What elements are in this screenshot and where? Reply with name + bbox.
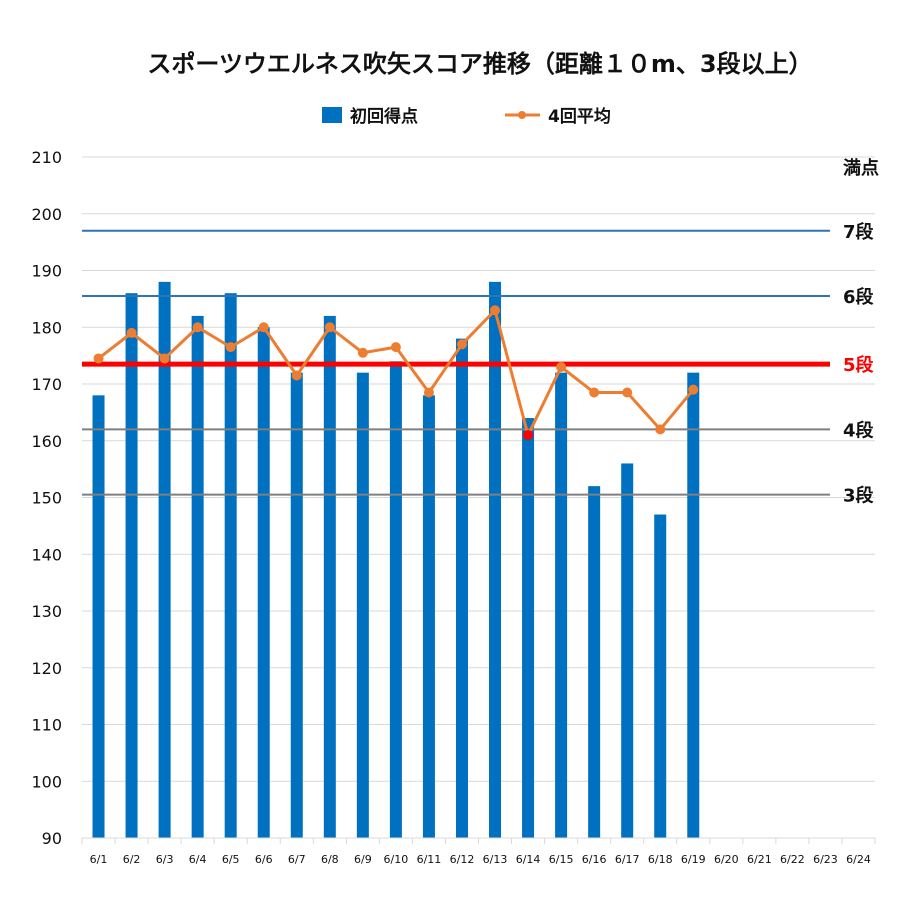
reference-label: 7段 <box>843 221 875 243</box>
x-tick-label: 6/20 <box>714 853 739 866</box>
x-tick-label: 6/11 <box>417 853 442 866</box>
x-tick-label: 6/8 <box>321 853 339 866</box>
line-point <box>159 353 170 364</box>
line-point <box>126 327 137 338</box>
bar <box>455 338 468 838</box>
reference-label: 満点 <box>843 157 879 179</box>
y-tick-label: 140 <box>31 545 62 564</box>
x-axis: 6/1 6/2 6/3 6/4 6/5 6/6 6/7 6/8 6/9 6/10 6/11 6/12 6… <box>81 837 876 866</box>
bar <box>654 514 667 838</box>
bar <box>588 486 601 838</box>
x-tick-label: 6/24 <box>846 853 871 866</box>
legend: 初回得点 4回平均 <box>322 106 611 127</box>
y-tick-label: 200 <box>31 205 62 224</box>
x-tick-label: 6/15 <box>549 853 574 866</box>
bar <box>224 293 237 838</box>
x-tick-label: 6/16 <box>582 853 607 866</box>
bar <box>489 281 502 839</box>
x-tick-label: 6/7 <box>288 853 306 866</box>
legend-bar-swatch <box>322 107 342 123</box>
y-tick-label: 150 <box>31 489 62 508</box>
x-tick-label: 6/10 <box>384 853 409 866</box>
line-point <box>556 361 567 372</box>
line-point <box>490 305 501 316</box>
line-series <box>93 305 699 441</box>
line-point <box>655 424 666 435</box>
bar <box>356 372 369 838</box>
bar <box>522 418 535 838</box>
bar <box>290 372 303 838</box>
reference-lines <box>82 229 830 496</box>
bar <box>92 395 105 838</box>
bar <box>422 395 435 838</box>
chart-title: スポーツウエルネス吹矢スコア推移（距離１０m、3段以上） <box>147 50 812 78</box>
legend-line-label: 4回平均 <box>548 106 611 127</box>
y-tick-label: 90 <box>42 829 62 848</box>
grid-lines <box>82 156 875 839</box>
y-tick-label: 130 <box>31 602 62 621</box>
y-tick-label: 210 <box>31 148 62 167</box>
bar <box>257 327 270 838</box>
x-tick-label: 6/4 <box>189 853 207 866</box>
line-point <box>423 387 434 398</box>
line-point <box>357 347 368 358</box>
bar <box>158 281 171 839</box>
y-tick-label: 170 <box>31 375 62 394</box>
x-tick-label: 6/13 <box>483 853 508 866</box>
line-point <box>589 387 600 398</box>
line-point <box>688 384 699 395</box>
bar <box>389 361 402 838</box>
y-tick-label: 180 <box>31 318 62 337</box>
bar <box>191 315 204 838</box>
x-tick-label: 6/6 <box>255 853 273 866</box>
bar <box>555 372 568 838</box>
line-point <box>93 353 104 364</box>
legend-line-marker <box>518 111 526 119</box>
x-tick-label: 6/1 <box>90 853 108 866</box>
legend-bar-label: 初回得点 <box>350 106 418 127</box>
y-tick-label: 190 <box>31 262 62 281</box>
y-tick-label: 160 <box>31 432 62 451</box>
x-tick-label: 6/19 <box>681 853 706 866</box>
y-tick-label: 100 <box>31 772 62 791</box>
x-tick-label: 6/22 <box>780 853 805 866</box>
bar <box>687 372 700 838</box>
y-tick-label: 120 <box>31 659 62 678</box>
line-point <box>225 342 236 353</box>
line-point <box>390 342 401 353</box>
reference-labels: 満点 7段 6段 5段 4段 3段 <box>843 157 879 507</box>
bar <box>621 463 634 838</box>
x-tick-label: 6/23 <box>813 853 838 866</box>
x-tick-label: 6/18 <box>648 853 673 866</box>
x-tick-label: 6/2 <box>123 853 141 866</box>
y-tick-label: 110 <box>31 716 62 735</box>
line-point <box>523 430 534 441</box>
bar <box>323 315 336 838</box>
y-axis: 90 100 110 120 130 140 150 160 170 180 190 200 210 <box>31 148 62 848</box>
x-tick-label: 6/5 <box>222 853 240 866</box>
line-point <box>291 370 302 381</box>
line-point <box>192 322 203 333</box>
x-tick-label: 6/9 <box>354 853 372 866</box>
bar <box>125 293 138 838</box>
reference-label: 3段 <box>843 485 875 507</box>
x-tick-label: 6/3 <box>156 853 174 866</box>
line-point <box>324 322 335 333</box>
x-tick-label: 6/21 <box>747 853 772 866</box>
reference-label: 6段 <box>843 286 875 308</box>
x-tick-label: 6/17 <box>615 853 640 866</box>
x-tick-label: 6/14 <box>516 853 541 866</box>
bar-series <box>92 281 700 839</box>
line-point <box>622 387 633 398</box>
x-tick-label: 6/12 <box>450 853 475 866</box>
line-point <box>456 339 467 350</box>
line-point <box>258 322 269 333</box>
reference-label: 4段 <box>843 419 875 441</box>
reference-label: 5段 <box>843 354 875 376</box>
